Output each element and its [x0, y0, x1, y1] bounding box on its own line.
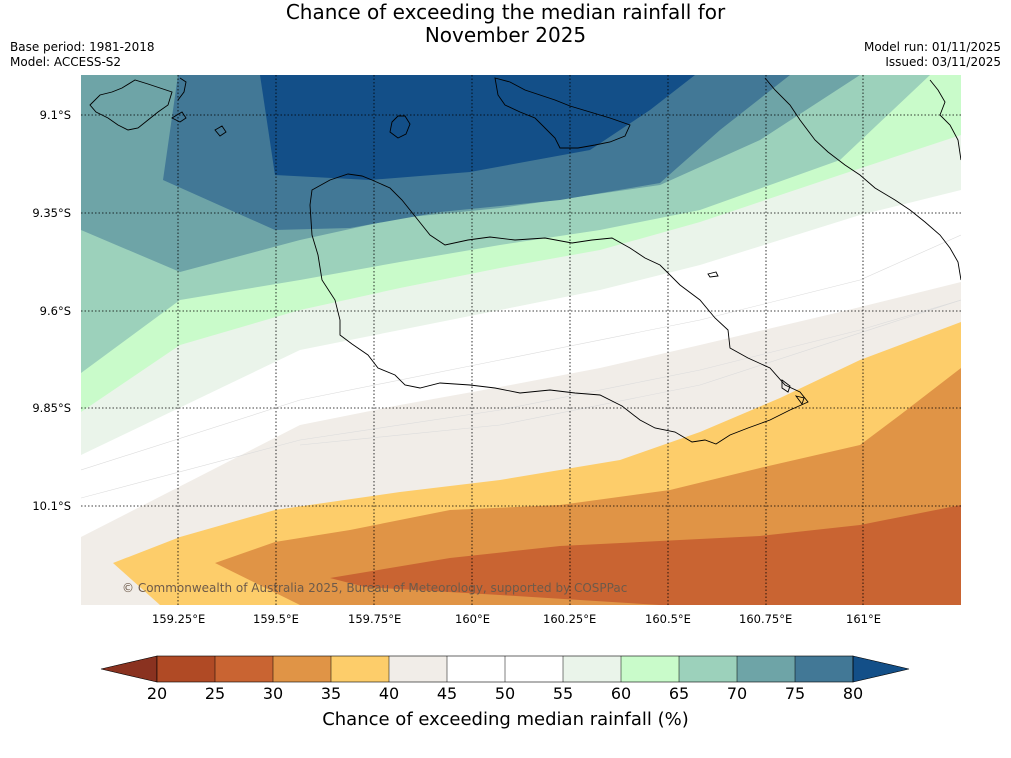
lon-label: 159.25°E — [152, 612, 206, 626]
colorbar-bin — [795, 656, 853, 682]
colorbar-tick: 70 — [726, 684, 748, 703]
colorbar-tick: 55 — [552, 684, 574, 703]
lat-label: 9.85°S — [32, 401, 71, 415]
colorbar-bin — [505, 656, 563, 682]
lon-label: 161°E — [846, 612, 881, 626]
model-run-text: Model run: 01/11/2025 — [863, 40, 1001, 54]
colorbar-tick: 45 — [436, 684, 458, 703]
coastlines — [89, 77, 961, 445]
copyright-text: © Commonwealth of Australia 2025, Bureau… — [122, 581, 627, 595]
colorbar-bin — [331, 656, 389, 682]
lat-label: 9.35°S — [32, 206, 71, 220]
colorbar-bin — [563, 656, 621, 682]
chart-title-line1: Chance of exceeding the median rainfall … — [285, 0, 726, 24]
colorbar-tick: 75 — [784, 684, 806, 703]
colorbar-tick: 25 — [204, 684, 226, 703]
lon-label: 160.75°E — [739, 612, 793, 626]
lat-label: 9.6°S — [39, 304, 71, 318]
lon-label: 160°E — [455, 612, 490, 626]
colorbar-tick: 50 — [494, 684, 516, 703]
colorbar-extend-low — [100, 655, 158, 683]
band-25-30 — [330, 505, 961, 605]
colorbar-bin — [737, 656, 795, 682]
colorbar-tick: 20 — [146, 684, 168, 703]
colorbar-label: Chance of exceeding median rainfall (%) — [322, 709, 689, 730]
graticule — [81, 75, 961, 605]
contour-lines — [81, 234, 961, 499]
colorbar-bin — [447, 656, 505, 682]
colorbar-bin — [273, 656, 331, 682]
colorbar-tick: 80 — [842, 684, 864, 703]
issued-text: Issued: 03/11/2025 — [885, 55, 1001, 69]
colorbar-bin — [157, 656, 215, 682]
band-80-plus — [260, 75, 695, 180]
colorbar-tick: 35 — [320, 684, 342, 703]
colorbar-tick: 65 — [668, 684, 690, 703]
colorbar-bin — [389, 656, 447, 682]
colorbar-tick: 30 — [262, 684, 284, 703]
lon-label: 160.5°E — [645, 612, 691, 626]
model-text: Model: ACCESS-S2 — [10, 55, 122, 69]
lon-label: 159.75°E — [348, 612, 402, 626]
colorbar-extend-high — [852, 655, 910, 683]
colorbar-bin — [215, 656, 273, 682]
chart-title-line2: November 2025 — [424, 23, 587, 47]
colorbar-bin — [679, 656, 737, 682]
probability-bands — [81, 75, 961, 605]
lat-label: 9.1°S — [39, 108, 71, 122]
lon-label: 160.25°E — [543, 612, 597, 626]
base-period-text: Base period: 1981-2018 — [10, 40, 155, 54]
colorbar-tick: 40 — [378, 684, 400, 703]
lon-label: 159.5°E — [253, 612, 299, 626]
colorbar-bin — [621, 656, 679, 682]
colorbar — [100, 655, 910, 683]
lat-label: 10.1°S — [32, 499, 71, 513]
colorbar-tick: 60 — [610, 684, 632, 703]
